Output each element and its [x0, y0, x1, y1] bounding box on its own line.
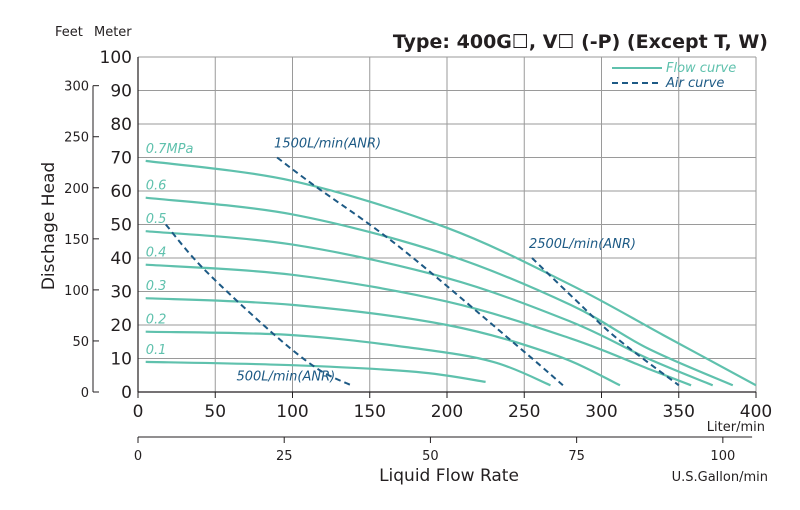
x-tick-label: 200	[431, 402, 463, 422]
x-tick-label: 250	[508, 402, 540, 422]
y-tick-label-meter: 90	[110, 82, 132, 102]
flow-curve-label: 0.5	[146, 212, 167, 227]
air-curve-label: 500L/min(ANR)	[236, 369, 335, 384]
y-tick-label-meter: 60	[110, 182, 132, 202]
y-tick-label-meter: 30	[110, 283, 132, 303]
flow-curve-line	[145, 159, 757, 387]
y-tick-label-feet: 250	[64, 131, 89, 146]
flow-curve-label: 0.3	[146, 279, 167, 294]
flow-curves	[145, 159, 757, 387]
x-tick-label: 50	[204, 402, 226, 422]
flow-curve-line	[145, 263, 692, 387]
y-tick-label-feet: 50	[72, 335, 89, 350]
x-tick-label: 300	[585, 402, 617, 422]
x2-tick-label: 75	[568, 449, 585, 464]
x2-tick-label: 50	[422, 449, 439, 464]
flow-curve-line	[145, 196, 734, 387]
flow-curve-label: 0.1	[146, 343, 167, 358]
air-curve-label: 2500L/min(ANR)	[529, 237, 636, 252]
y-tick-label-feet: 200	[64, 182, 89, 197]
flow-curve-label: 0.7MPa	[146, 142, 194, 157]
air-curves	[165, 156, 680, 387]
y-axis-label: Dischage Head	[39, 162, 59, 290]
x-tick-label: 150	[354, 402, 386, 422]
y-tick-label-meter: 80	[110, 115, 132, 135]
y-tick-label-meter: 50	[110, 216, 132, 236]
y-tick-label-meter: 70	[110, 149, 132, 169]
x-axis-label: Liquid Flow Rate	[379, 466, 519, 486]
flow-curve-label: 0.4	[146, 246, 167, 261]
flow-curve-line	[145, 297, 621, 387]
meter-unit-label: Meter	[94, 25, 132, 40]
air-curve-line	[276, 156, 564, 387]
air-curve-label: 1500L/min(ANR)	[274, 137, 381, 152]
flow-curve-line	[145, 230, 714, 387]
x2-tick-label: 100	[710, 449, 735, 464]
air-curve-line	[165, 223, 352, 387]
x2-unit-label: U.S.Gallon/min	[672, 470, 768, 485]
x-unit-label: Liter/min	[707, 420, 765, 435]
legend-air-label: Air curve	[665, 76, 724, 91]
legend: Flow curve Air curve	[612, 61, 736, 91]
flow-curve-line	[145, 330, 551, 387]
x-tick-label: 400	[740, 402, 772, 422]
y-tick-label-meter: 10	[110, 350, 132, 370]
y-tick-label-meter: 0	[121, 383, 132, 403]
y-tick-label-feet: 150	[64, 233, 89, 248]
y-tick-label-feet: 300	[64, 80, 89, 95]
y-tick-label-meter: 40	[110, 249, 132, 269]
flow-curve-line	[145, 360, 486, 383]
legend-flow-label: Flow curve	[666, 61, 736, 76]
air-curve-line	[531, 257, 680, 387]
chart-title: Type: 400G☐, V☐ (-P) (Except T, W)	[393, 31, 768, 53]
x2-tick-label: 25	[276, 449, 293, 464]
y-tick-label-meter: 100	[100, 48, 132, 68]
chart-grid	[138, 56, 757, 392]
y-tick-label-meter: 20	[110, 316, 132, 336]
feet-unit-label: Feet	[55, 25, 83, 40]
x-tick-label: 100	[276, 402, 308, 422]
x-tick-label: 350	[663, 402, 695, 422]
curve-labels: 0.7MPa 0.6 0.5 0.4 0.3 0.2 0.1 500L/min(ANR) 150…	[146, 137, 636, 385]
flow-curve-label: 0.6	[146, 179, 167, 194]
flow-curve-label: 0.2	[146, 313, 167, 328]
x2-tick-label: 0	[134, 449, 142, 464]
chart-axes	[92, 57, 757, 443]
y-tick-label-feet: 0	[81, 386, 89, 401]
x-tick-label: 0	[133, 402, 144, 422]
y-tick-label-feet: 100	[64, 284, 89, 299]
